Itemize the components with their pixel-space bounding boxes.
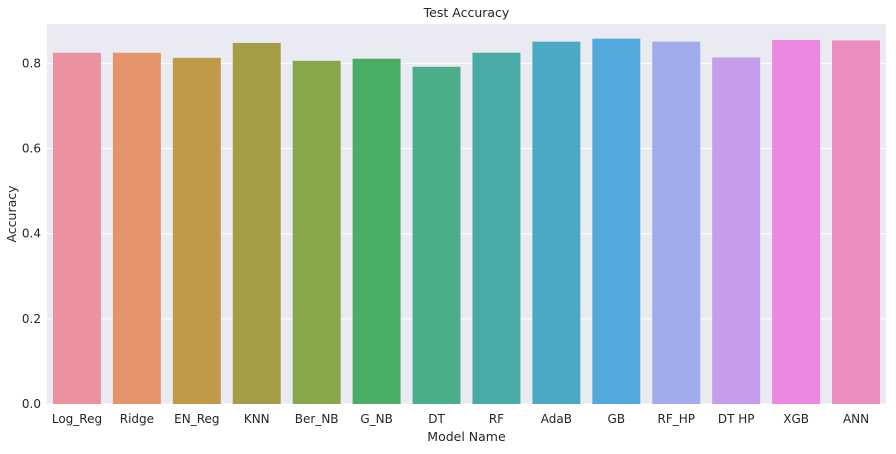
x-tick-label: G_NB [360,412,393,426]
bar [172,57,221,404]
bars [52,38,881,405]
x-axis-label: Model Name [427,429,506,444]
y-tick-label: 0.0 [22,397,41,411]
x-tick-label: RF [489,412,504,426]
x-tick-label: DT [428,412,445,426]
bar [832,40,881,405]
x-tick-label: AdaB [541,412,572,426]
x-tick-label: DT HP [718,412,755,426]
bar [232,42,281,404]
bar [532,41,581,405]
x-tick-label: Log_Reg [52,412,102,426]
bar [592,38,641,404]
chart-title: Test Accuracy [423,5,510,20]
bar [772,39,821,405]
bar [712,57,761,404]
y-axis-label: Accuracy [4,185,19,243]
y-tick-label: 0.2 [22,312,41,326]
bar [52,52,101,404]
bar [292,60,341,404]
bar [472,52,521,404]
x-tick-label: RF_HP [658,412,696,426]
bar [352,58,401,404]
bar [112,52,161,404]
bar [412,66,461,404]
y-tick-label: 0.6 [22,142,41,156]
x-tick-label: ANN [843,412,869,426]
bar [652,41,701,405]
y-tick-label: 0.4 [22,227,41,241]
x-tick-label: Ridge [120,412,154,426]
x-tick-label: GB [608,412,626,426]
x-tick-label: XGB [783,412,809,426]
x-tick-label: KNN [244,412,270,426]
x-tick-label: Ber_NB [295,412,339,426]
x-tick-label: EN_Reg [174,412,219,426]
y-tick-label: 0.8 [22,56,41,70]
